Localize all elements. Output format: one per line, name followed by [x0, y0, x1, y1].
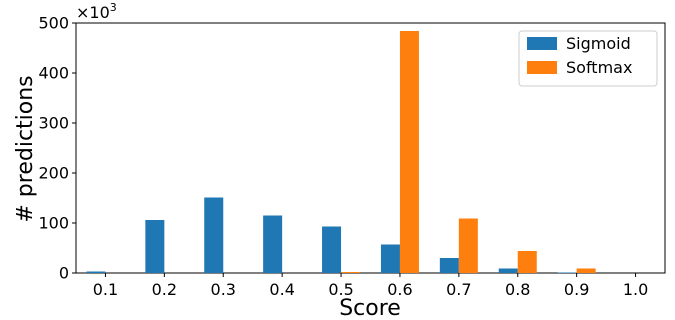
- legend-swatch-sigmoid: [527, 37, 557, 50]
- bar-softmax-0.8: [517, 251, 537, 273]
- legend-label-sigmoid: Sigmoid: [566, 34, 631, 53]
- x-tick-label: 1.0: [623, 280, 648, 299]
- plot-frame: [75, 22, 666, 274]
- bar-sigmoid-0.4: [263, 215, 283, 273]
- legend-swatch-softmax: [527, 61, 557, 74]
- bar-softmax-0.6: [399, 31, 419, 273]
- legend-label-softmax: Softmax: [566, 58, 632, 77]
- x-tick-label: 0.1: [93, 280, 118, 299]
- y-axis-title: # predictions: [13, 75, 38, 222]
- y-tick-label: 300: [38, 114, 69, 133]
- x-tick-label: 0.9: [564, 280, 589, 299]
- bar-sigmoid-0.2: [145, 220, 165, 273]
- bar-sigmoid-0.1: [86, 271, 106, 273]
- x-tick-label: 0.4: [269, 280, 294, 299]
- x-tick-label: 0.7: [446, 280, 471, 299]
- plot-area: [75, 22, 666, 274]
- bar-softmax-0.7: [458, 218, 478, 273]
- bar-softmax-0.9: [576, 268, 596, 273]
- bar-sigmoid-0.7: [439, 258, 459, 273]
- x-tick-label: 0.3: [211, 280, 236, 299]
- x-tick-label: 0.6: [387, 280, 412, 299]
- x-tick-label: 0.5: [328, 280, 353, 299]
- y-tick-label: 500: [38, 14, 69, 33]
- x-tick-label: 0.2: [152, 280, 177, 299]
- bars: [86, 31, 596, 273]
- bar-sigmoid-0.3: [204, 197, 224, 273]
- bar-sigmoid-0.9: [557, 272, 577, 273]
- y-multiplier: ×103: [76, 1, 117, 22]
- legend: Sigmoid Softmax: [518, 30, 658, 87]
- y-axis: 0 100 200 300 400 500: [38, 14, 76, 283]
- x-axis-title: Score: [339, 296, 401, 320]
- x-axis: 0.1 0.2 0.3 0.4 0.5 0.6 0.7 0.8 0.9 1.0: [93, 273, 648, 299]
- bar-sigmoid-0.8: [498, 268, 518, 273]
- y-tick-label: 200: [38, 164, 69, 183]
- x-tick-label: 0.8: [505, 280, 530, 299]
- y-tick-label: 0: [59, 264, 69, 283]
- bar-sigmoid-0.6: [380, 244, 400, 273]
- bar-softmax-0.5: [341, 272, 361, 273]
- y-tick-label: 100: [38, 214, 69, 233]
- y-tick-label: 400: [38, 64, 69, 83]
- bar-sigmoid-0.5: [322, 226, 342, 273]
